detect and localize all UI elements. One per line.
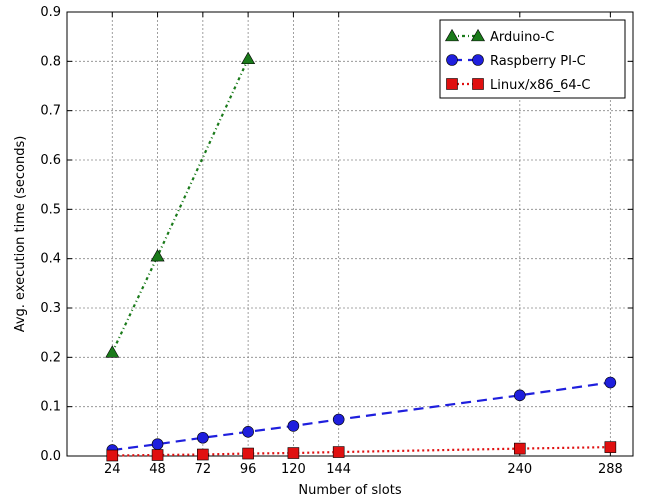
- axis-ticks: 24 48 72 96 120 144 240 288 0.0 0.1 0.2 0.3 0.4 0.5 0.…: [40, 5, 633, 477]
- y-tick-label: 0.6: [40, 153, 61, 168]
- y-axis-label: Avg. execution time (seconds): [13, 136, 28, 333]
- x-tick-label: 144: [326, 462, 351, 477]
- legend-marker: [470, 28, 486, 42]
- series-line: [112, 381, 611, 452]
- series-2: [106, 441, 617, 462]
- y-tick-label: 0.8: [40, 54, 61, 69]
- legend-entry: Linux/x86_64-C: [490, 78, 590, 93]
- data-point: [242, 426, 254, 438]
- y-tick-label: 0.4: [40, 252, 61, 267]
- data-point: [332, 446, 345, 458]
- legend-marker: [444, 28, 460, 42]
- data-point: [287, 420, 300, 432]
- data-point: [513, 442, 526, 455]
- series-layer: [105, 51, 617, 462]
- x-tick-label: 48: [149, 462, 166, 477]
- data-point: [287, 447, 300, 459]
- y-tick-label: 0.0: [40, 449, 61, 464]
- x-tick-label: 240: [507, 462, 532, 477]
- y-tick-label: 0.7: [40, 104, 61, 119]
- legend-marker: [446, 54, 458, 66]
- data-point: [513, 389, 526, 402]
- series-0: [105, 51, 256, 358]
- data-point: [150, 249, 165, 262]
- data-point: [241, 51, 256, 65]
- plot-frame: [66, 11, 634, 457]
- data-point: [604, 441, 617, 453]
- x-tick-label: 120: [281, 462, 306, 477]
- data-point: [242, 447, 254, 460]
- legend-marker: [472, 78, 484, 90]
- legend: Arduino-C Raspberry PI-C Linux/x86_64-C: [439, 19, 626, 99]
- x-tick-label: 288: [598, 462, 623, 477]
- y-tick-label: 0.1: [40, 400, 61, 415]
- data-point: [197, 448, 209, 461]
- data-point: [106, 449, 119, 462]
- y-tick-label: 0.3: [40, 301, 61, 316]
- data-point: [332, 413, 345, 426]
- legend-entry: Raspberry PI-C: [490, 54, 586, 69]
- x-tick-label: 72: [195, 462, 212, 477]
- y-tick-label: 0.2: [40, 350, 61, 365]
- data-point: [105, 345, 120, 358]
- y-tick-label: 0.9: [40, 5, 61, 20]
- series-1: [106, 376, 617, 456]
- legend-marker: [472, 54, 484, 66]
- data-point: [151, 449, 164, 461]
- x-tick-label: 24: [104, 462, 121, 477]
- data-point: [604, 376, 617, 389]
- legend-marker: [446, 78, 458, 90]
- data-point: [151, 438, 164, 450]
- legend-entry: Arduino-C: [490, 30, 554, 45]
- x-axis-label: Number of slots: [298, 483, 401, 498]
- data-point: [197, 431, 209, 444]
- x-tick-label: 96: [240, 462, 257, 477]
- y-tick-label: 0.5: [40, 202, 61, 217]
